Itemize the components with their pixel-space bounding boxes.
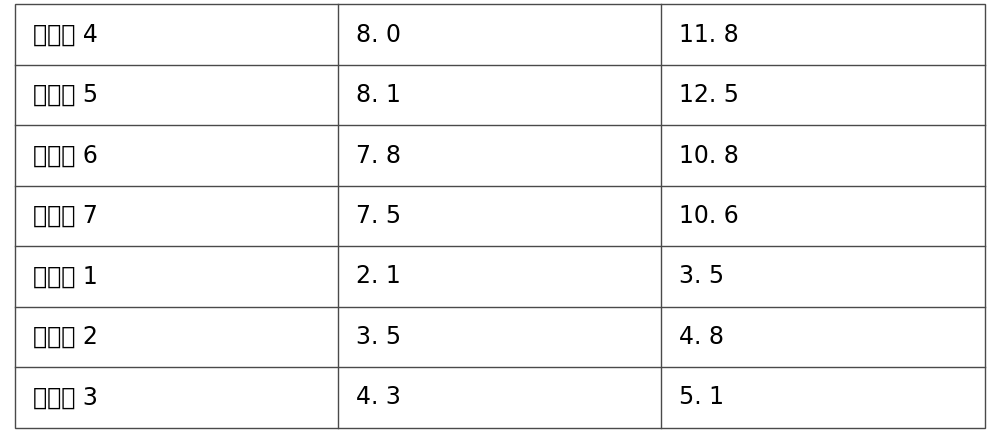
Text: 实施例 7: 实施例 7 — [33, 204, 98, 228]
Text: 5. 1: 5. 1 — [679, 385, 724, 410]
Text: 3. 5: 3. 5 — [356, 325, 401, 349]
Text: 对比例 1: 对比例 1 — [33, 264, 98, 289]
Text: 7. 8: 7. 8 — [356, 143, 401, 168]
Text: 2. 1: 2. 1 — [356, 264, 401, 289]
Text: 8. 1: 8. 1 — [356, 83, 401, 107]
Text: 11. 8: 11. 8 — [679, 22, 739, 47]
Text: 10. 6: 10. 6 — [679, 204, 739, 228]
Text: 3. 5: 3. 5 — [679, 264, 724, 289]
Text: 对比例 3: 对比例 3 — [33, 385, 98, 410]
Text: 实施例 4: 实施例 4 — [33, 22, 98, 47]
Text: 实施例 5: 实施例 5 — [33, 83, 98, 107]
Text: 8. 0: 8. 0 — [356, 22, 401, 47]
Text: 对比例 2: 对比例 2 — [33, 325, 98, 349]
Text: 7. 5: 7. 5 — [356, 204, 401, 228]
Text: 10. 8: 10. 8 — [679, 143, 739, 168]
Text: 4. 3: 4. 3 — [356, 385, 401, 410]
Text: 4. 8: 4. 8 — [679, 325, 724, 349]
Text: 12. 5: 12. 5 — [679, 83, 739, 107]
Text: 实施例 6: 实施例 6 — [33, 143, 98, 168]
